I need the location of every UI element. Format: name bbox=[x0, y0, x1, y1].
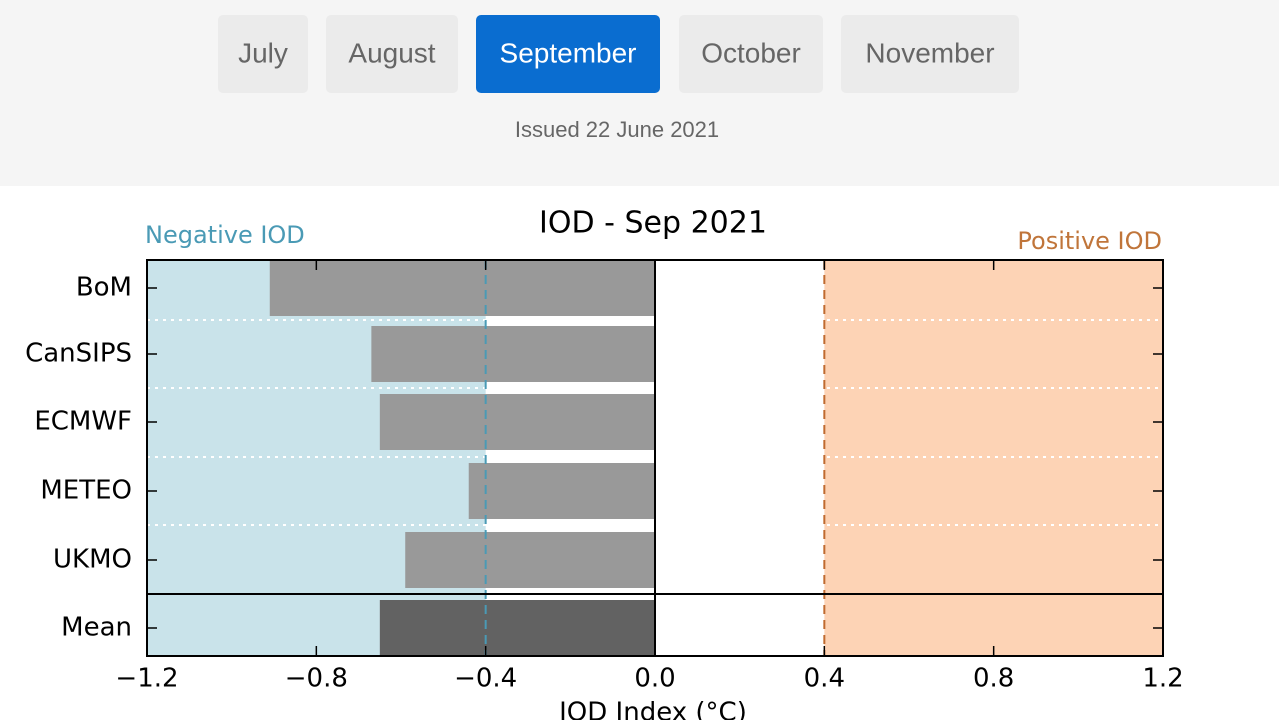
x-tick-label: 0.8 bbox=[973, 664, 1014, 694]
issued-date: Issued 22 June 2021 bbox=[515, 117, 719, 142]
tab-button[interactable] bbox=[476, 15, 660, 93]
tab-label[interactable]: October bbox=[701, 37, 801, 68]
positive-label: Positive IOD bbox=[1017, 227, 1162, 255]
y-tick-label: CanSIPS bbox=[25, 339, 132, 369]
y-tick-label: BoM bbox=[76, 273, 132, 303]
tab-button[interactable] bbox=[679, 15, 823, 93]
x-axis-label: IOD Index (°C) bbox=[559, 698, 747, 720]
y-tick-label: METEO bbox=[40, 476, 132, 506]
x-tick-label: 1.2 bbox=[1142, 664, 1183, 694]
tab-label[interactable]: July bbox=[238, 37, 288, 68]
plot-frame bbox=[146, 259, 1164, 657]
bar bbox=[371, 326, 655, 382]
tab-label[interactable]: September bbox=[500, 37, 637, 68]
x-tick-label: −1.2 bbox=[115, 664, 178, 694]
bar bbox=[269, 260, 655, 316]
positive-region bbox=[824, 260, 1163, 656]
tab-button[interactable] bbox=[841, 15, 1019, 93]
x-tick-label: 0.0 bbox=[634, 664, 675, 694]
bar bbox=[379, 394, 655, 450]
y-tick-label: UKMO bbox=[53, 545, 132, 575]
negative-label: Negative IOD bbox=[145, 221, 305, 249]
x-tick-label: −0.4 bbox=[454, 664, 517, 694]
x-tick-label: 0.4 bbox=[804, 664, 845, 694]
x-tick-label: −0.8 bbox=[285, 664, 348, 694]
y-tick-label: ECMWF bbox=[34, 407, 132, 437]
tab-button[interactable] bbox=[326, 15, 458, 93]
tab-button[interactable] bbox=[218, 15, 308, 93]
bar bbox=[468, 463, 655, 519]
y-tick-label: Mean bbox=[61, 613, 132, 643]
tab-label[interactable]: August bbox=[348, 37, 435, 68]
chart-title: IOD - Sep 2021 bbox=[539, 206, 767, 241]
tab-label[interactable]: November bbox=[865, 37, 994, 68]
bar bbox=[379, 600, 655, 656]
bar bbox=[405, 532, 655, 588]
